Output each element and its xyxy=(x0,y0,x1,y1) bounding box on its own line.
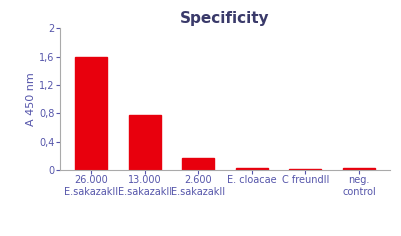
Bar xyxy=(128,115,160,170)
Title: Specificity: Specificity xyxy=(180,11,269,26)
Bar xyxy=(235,168,267,170)
Bar xyxy=(289,169,321,170)
Bar xyxy=(75,57,107,170)
Bar xyxy=(342,168,374,170)
Y-axis label: A 450 nm: A 450 nm xyxy=(26,72,36,126)
Bar xyxy=(182,158,214,170)
